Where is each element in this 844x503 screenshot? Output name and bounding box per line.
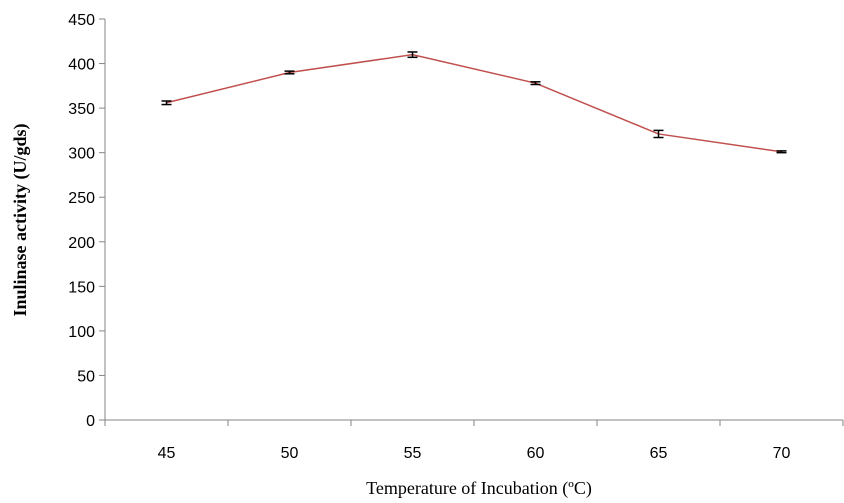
y-tick-label: 150 [68, 279, 95, 296]
x-axis-title: Temperature of Incubation (ºC) [366, 478, 592, 499]
y-axis: 0 50 100 150 200 250 300 350 400 450 [68, 12, 106, 430]
x-tick-label: 60 [527, 445, 545, 462]
x-tick-label: 65 [650, 445, 668, 462]
y-tick-label: 0 [86, 413, 95, 430]
y-tick-label: 250 [68, 190, 95, 207]
y-tick-label: 200 [68, 235, 95, 252]
y-tick-label: 400 [68, 57, 95, 74]
series-line [166, 53, 782, 153]
y-axis-title: Inulinase activity (U/gds) [10, 123, 31, 316]
y-tick-label: 450 [68, 12, 95, 29]
x-tick-label: 45 [158, 445, 176, 462]
x-tick-label: 55 [404, 445, 422, 462]
series-group [161, 51, 787, 154]
y-tick-label: 50 [77, 368, 95, 385]
x-tick-label: 50 [281, 445, 299, 462]
y-tick-label: 100 [68, 324, 95, 341]
y-tick-label: 300 [68, 146, 95, 163]
x-tick-label: 70 [773, 445, 791, 462]
x-axis: 45 50 55 60 65 70 [104, 419, 844, 462]
y-tick-label: 350 [68, 101, 95, 118]
